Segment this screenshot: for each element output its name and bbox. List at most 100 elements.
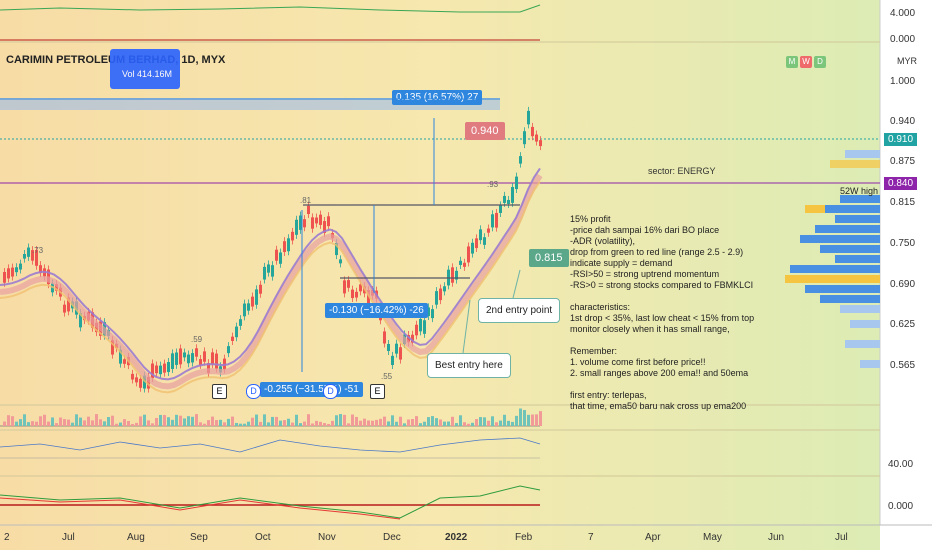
time-label-6: Dec	[383, 532, 401, 543]
candle	[483, 237, 486, 245]
time-label-0: 2	[4, 532, 10, 543]
candle	[479, 229, 482, 241]
candle	[307, 205, 310, 215]
tag-815[interactable]: 0.815	[529, 249, 569, 267]
candle	[259, 284, 262, 294]
candle	[39, 265, 42, 274]
axis-top-zero: 0.000	[890, 34, 916, 45]
tag-940[interactable]: 0.940	[465, 122, 505, 140]
moving-average-line	[0, 180, 541, 394]
volume-bar	[131, 423, 134, 426]
volume-bar	[375, 419, 378, 426]
volume-bar	[331, 420, 334, 426]
badge-w[interactable]: W	[800, 56, 812, 68]
candle	[527, 110, 530, 125]
candle	[387, 344, 390, 352]
candle	[139, 378, 142, 388]
volume-bar	[255, 414, 258, 426]
candle	[267, 264, 270, 273]
badge-m[interactable]: M	[786, 56, 798, 68]
volume-bar	[395, 421, 398, 426]
candle	[55, 284, 58, 291]
candle	[475, 238, 478, 249]
candle	[539, 140, 542, 147]
time-label-3: Sep	[190, 532, 208, 543]
volume-bar	[259, 421, 262, 426]
candle	[495, 212, 498, 228]
candlestick-chart	[0, 106, 543, 426]
price-label-6: 0.690	[890, 279, 916, 290]
rs-axis-label: 0.000	[888, 501, 914, 512]
candle	[135, 377, 138, 383]
best-entry-callout[interactable]: Best entry here	[427, 353, 511, 378]
time-label-7: 2022	[445, 532, 468, 543]
w52-high-label: 52W high	[840, 186, 879, 196]
volume-bar	[407, 419, 410, 426]
high-mark-5: .55	[381, 372, 393, 381]
volume-bar	[423, 421, 426, 426]
candle	[255, 289, 258, 305]
candle	[359, 284, 362, 292]
volume-bar	[319, 421, 322, 426]
time-label-5: Nov	[318, 532, 336, 543]
volume-bar	[203, 423, 206, 426]
volume-bar	[351, 414, 354, 426]
dividend-mark-1[interactable]: D	[246, 384, 261, 399]
candle	[407, 335, 410, 343]
candle	[507, 199, 510, 204]
candle	[239, 319, 242, 326]
candle	[351, 289, 354, 299]
volume-bar	[215, 420, 218, 426]
candle	[291, 231, 294, 241]
volume-bar	[139, 416, 142, 426]
candle	[423, 320, 426, 334]
candle	[303, 219, 306, 228]
time-label-9: 7	[588, 532, 594, 543]
volume-bar	[275, 416, 278, 426]
volume-bar	[175, 414, 178, 426]
volume-bar	[455, 423, 458, 426]
axis-top-label: 4.000	[890, 8, 916, 19]
volume-bar	[227, 418, 230, 426]
volume-bar	[143, 414, 146, 426]
volume-bar	[91, 420, 94, 426]
second-entry-callout[interactable]: 2nd entry point	[478, 298, 561, 323]
measure-top-tag[interactable]: 0.135 (16.57%) 27	[392, 90, 483, 105]
candle	[411, 334, 414, 343]
volume-bar	[311, 423, 314, 426]
earnings-mark-1[interactable]: E	[212, 384, 227, 399]
volume-bar	[111, 415, 114, 426]
volume-bar	[55, 423, 58, 426]
volume-bar	[315, 420, 318, 426]
candle	[15, 267, 18, 273]
volume-bar	[127, 421, 130, 426]
volume-bar	[267, 422, 270, 426]
volume-bar	[199, 422, 202, 426]
high-mark-4: .93	[487, 180, 499, 189]
volume-bar	[323, 423, 326, 426]
candle	[163, 363, 166, 373]
dividend-mark-2[interactable]: D	[323, 384, 338, 399]
candle	[443, 286, 446, 292]
volume-bar	[383, 416, 386, 426]
volume-bar	[527, 414, 530, 426]
analysis-notes: 15% profit -price dah sampai 16% dari BO…	[570, 214, 755, 411]
volume-bar	[95, 414, 98, 426]
measure-mid-tag[interactable]: -0.130 (−16.42%) -26	[325, 303, 428, 318]
badge-d[interactable]: D	[814, 56, 826, 68]
volume-bar	[299, 423, 302, 426]
candle	[147, 376, 150, 389]
candle	[395, 343, 398, 354]
earnings-mark-2[interactable]: E	[370, 384, 385, 399]
candle	[195, 348, 198, 357]
volume-bar	[39, 416, 42, 426]
price-label-4: 0.815	[890, 197, 916, 208]
price-label-1: 1.000	[890, 76, 916, 87]
volume-bar	[451, 416, 454, 426]
candle	[343, 280, 346, 294]
current-price-tag: 0.910	[884, 133, 918, 146]
volume-bar	[195, 414, 198, 426]
volume-bar	[123, 419, 126, 426]
candle	[467, 246, 470, 263]
candle	[67, 297, 70, 312]
